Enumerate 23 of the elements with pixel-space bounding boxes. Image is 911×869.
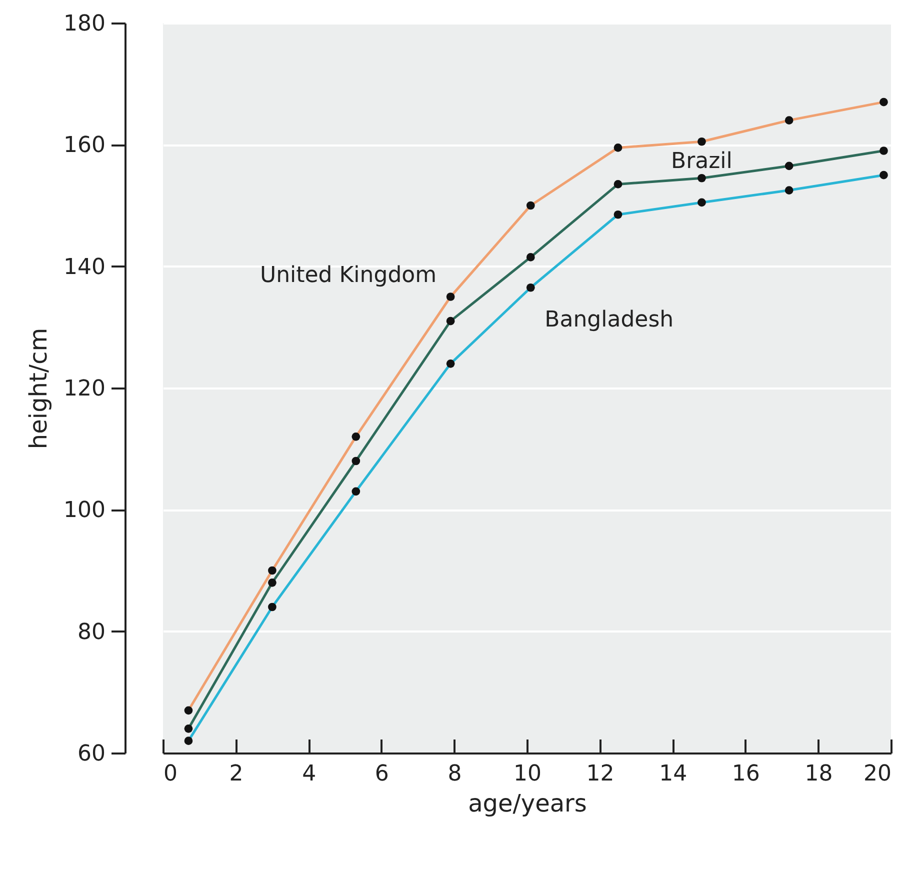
- x-tick-label: 8: [448, 762, 462, 786]
- series-label: United Kingdom: [260, 262, 437, 288]
- y-tick-label: 180: [64, 12, 106, 36]
- x-axis-title: age/years: [468, 790, 587, 818]
- y-tick-label: 100: [64, 498, 106, 524]
- x-tick-label: 12: [586, 762, 614, 786]
- series-label: Bangladesh: [544, 308, 674, 333]
- y-tick-label: 140: [64, 254, 106, 280]
- y-tick-label: 120: [64, 376, 106, 402]
- y-tick-label: 80: [78, 620, 106, 645]
- x-tick-label: 18: [804, 762, 833, 786]
- y-axis-title: height/cm: [24, 328, 53, 450]
- x-tick-label: 0: [164, 762, 178, 786]
- x-tick-label: 16: [732, 762, 760, 786]
- x-tick-label: 4: [302, 762, 316, 786]
- x-tick-label: 10: [514, 762, 542, 786]
- x-tick-label: 20: [864, 762, 892, 786]
- x-tick-label: 14: [659, 762, 688, 786]
- series-label: Brazil: [671, 149, 732, 174]
- y-tick-label: 160: [64, 133, 106, 158]
- x-tick-label: 6: [374, 762, 389, 786]
- y-tick-label: 60: [78, 742, 106, 766]
- x-tick-label: 2: [229, 762, 244, 786]
